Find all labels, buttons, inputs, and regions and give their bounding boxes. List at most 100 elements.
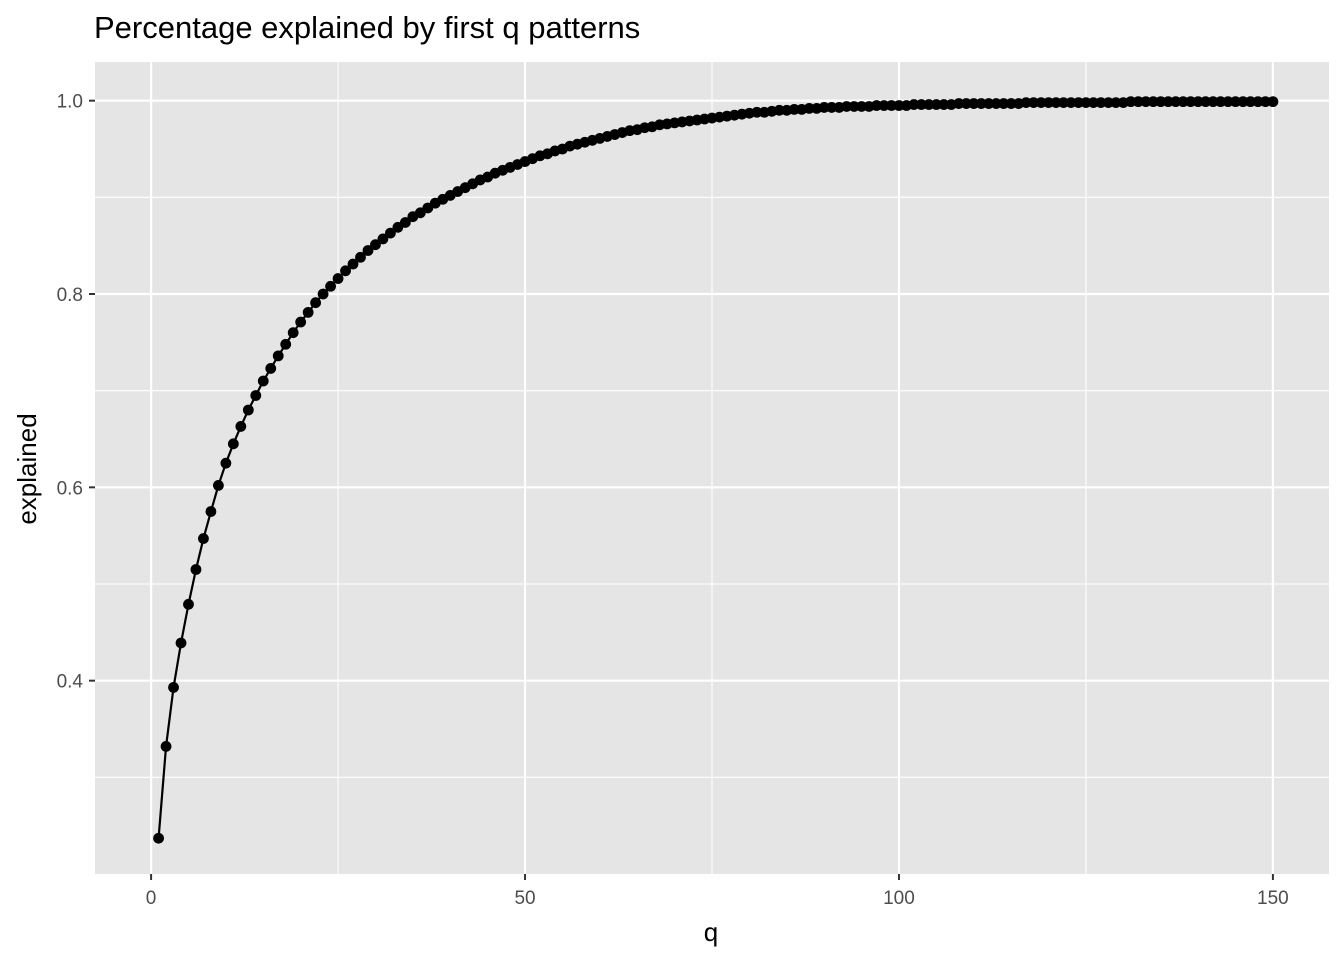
data-point xyxy=(265,363,277,374)
data-point xyxy=(213,480,224,491)
data-point xyxy=(1005,98,1017,109)
data-point xyxy=(1192,96,1204,108)
data-point xyxy=(385,227,396,239)
data-point xyxy=(1185,96,1197,108)
data-point xyxy=(1162,96,1174,108)
data-point xyxy=(773,104,785,116)
data-point xyxy=(818,102,830,113)
data-point xyxy=(1155,96,1167,108)
data-point xyxy=(1110,97,1122,108)
data-point xyxy=(332,273,344,284)
data-point xyxy=(340,265,351,277)
data-point xyxy=(893,100,905,111)
data-point xyxy=(1245,96,1256,108)
data-point xyxy=(938,99,950,110)
data-point xyxy=(998,98,1010,109)
data-point xyxy=(325,280,336,292)
data-point xyxy=(190,564,202,575)
data-point xyxy=(1043,97,1054,108)
data-point xyxy=(220,457,232,469)
data-point xyxy=(878,100,890,111)
data-point xyxy=(168,682,179,693)
grid-minor xyxy=(95,62,1329,874)
data-point xyxy=(235,421,247,432)
data-point xyxy=(1065,97,1077,108)
data-point xyxy=(1035,97,1047,108)
y-tick-label: 0.8 xyxy=(57,285,83,306)
data-point xyxy=(399,217,411,228)
data-point xyxy=(960,98,972,109)
data-point xyxy=(160,741,172,752)
y-axis-title: explained xyxy=(12,413,42,524)
data-point xyxy=(272,350,284,362)
x-tick-label: 50 xyxy=(514,888,535,909)
data-point xyxy=(1140,96,1152,108)
data-point xyxy=(1260,96,1271,108)
data-point xyxy=(362,245,374,256)
data-point xyxy=(1177,96,1189,108)
data-point xyxy=(347,258,359,270)
data-point xyxy=(826,102,838,113)
chart-title: Percentage explained by first q patterns xyxy=(94,10,640,45)
data-point xyxy=(803,103,815,114)
data-point xyxy=(1237,96,1249,108)
data-point xyxy=(370,239,381,251)
data-point xyxy=(1125,96,1137,108)
data-point xyxy=(1230,96,1241,108)
data-point xyxy=(355,251,366,263)
data-point xyxy=(848,101,860,112)
data-point xyxy=(930,99,942,110)
data-point xyxy=(257,375,269,387)
data-point xyxy=(1058,97,1069,108)
data-point xyxy=(841,101,853,112)
x-tick-label: 150 xyxy=(1257,888,1289,909)
data-point xyxy=(953,98,965,109)
data-point xyxy=(1222,96,1234,108)
data-point xyxy=(287,327,299,339)
data-point xyxy=(1080,97,1092,108)
data-point xyxy=(295,316,307,328)
data-point xyxy=(1267,96,1279,108)
x-tick-label: 0 xyxy=(146,888,157,909)
data-point xyxy=(751,106,763,118)
data-point xyxy=(242,404,254,416)
data-point xyxy=(153,832,164,844)
y-axis: 0.4 0.6 0.8 1.0 xyxy=(57,92,95,693)
data-point xyxy=(310,297,322,309)
data-point xyxy=(990,98,1002,109)
data-point xyxy=(1088,97,1099,108)
data-point xyxy=(302,306,314,318)
data-point xyxy=(1132,96,1144,108)
y-tick-label: 0.4 xyxy=(57,672,84,693)
data-point xyxy=(198,533,209,544)
data-point xyxy=(250,390,262,401)
data-point xyxy=(1147,96,1159,108)
data-point xyxy=(975,98,987,109)
grid-major xyxy=(95,62,1329,874)
data-point xyxy=(968,98,980,109)
data-point xyxy=(1200,96,1211,108)
data-point xyxy=(377,233,389,245)
data-point xyxy=(175,637,187,649)
data-point xyxy=(1020,97,1032,108)
data-point xyxy=(983,98,995,109)
data-point xyxy=(788,103,800,115)
data-point xyxy=(1102,97,1114,108)
data-point xyxy=(1170,96,1182,108)
series-points xyxy=(153,96,1279,844)
data-point xyxy=(871,100,882,111)
x-axis-title: q xyxy=(704,917,718,947)
data-point xyxy=(205,506,217,517)
data-point xyxy=(1050,97,1062,108)
y-tick-label: 0.6 xyxy=(57,478,83,499)
x-tick-label: 100 xyxy=(883,888,915,909)
data-point xyxy=(1215,96,1226,108)
data-point xyxy=(317,288,329,300)
data-point xyxy=(923,99,935,110)
data-point xyxy=(886,100,897,111)
data-point xyxy=(1028,97,1039,108)
y-tick-label: 1.0 xyxy=(57,92,83,113)
data-point xyxy=(916,99,927,110)
data-point xyxy=(280,338,292,350)
